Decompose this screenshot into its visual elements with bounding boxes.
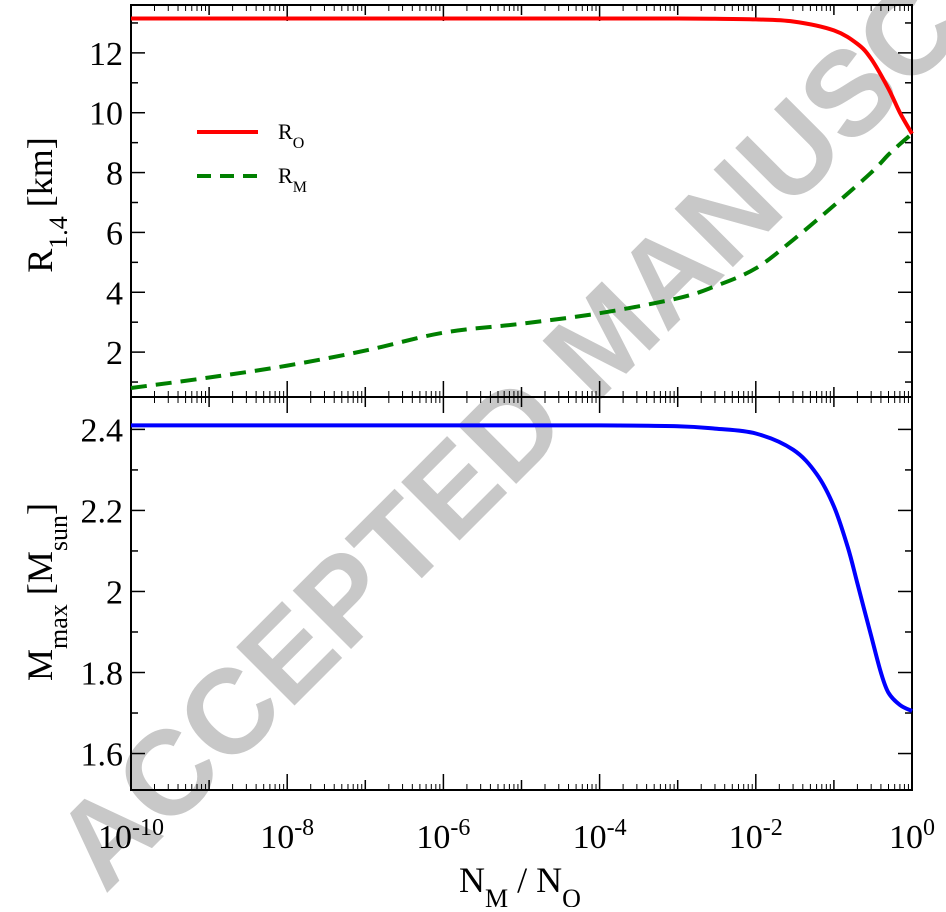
y-tick-label: 10 [89, 96, 123, 133]
y-tick-label: 2 [106, 574, 123, 611]
watermark: ACCEPTED MANUSCRIPT [29, 0, 946, 907]
legend-label-ro: RO [278, 119, 304, 152]
top-panel: 2 4 6 8 10 12 [89, 4, 914, 398]
y-tick-label: 1.6 [81, 737, 124, 774]
y-tick-label: 6 [106, 215, 123, 252]
series-line-mmax [131, 423, 913, 713]
x-tick-label: 10-4 [573, 815, 627, 856]
series-line-r-m [130, 132, 914, 390]
x-axis-title: NM / NO [459, 860, 581, 907]
y-tick-label: 2.2 [81, 493, 124, 530]
y-tick-label: 4 [106, 275, 123, 312]
x-tick-label: 10-8 [260, 815, 314, 856]
x-tick-label: 10-10 [98, 815, 164, 856]
y-tick-label: 2 [106, 335, 123, 372]
y-tick-label: 2.4 [81, 412, 124, 449]
y-tick-label: 8 [106, 156, 123, 193]
bottom-ylabel: Mmax [Msun] [20, 503, 73, 681]
x-tick-label: 10-6 [416, 815, 470, 856]
x-tick-label: 100 [889, 815, 935, 856]
x-tick-label: 10-2 [729, 815, 783, 856]
y-tick-label: 1.8 [81, 656, 124, 693]
y-tick-label: 12 [89, 36, 123, 73]
legend: RO RM [197, 119, 307, 196]
top-ylabel: R1.4 [km] [20, 137, 73, 273]
legend-label-rm: RM [278, 163, 307, 196]
series-line-r-o [131, 16, 914, 135]
bottom-panel: 1.6 1.8 2 2.2 2.4 [81, 396, 913, 791]
